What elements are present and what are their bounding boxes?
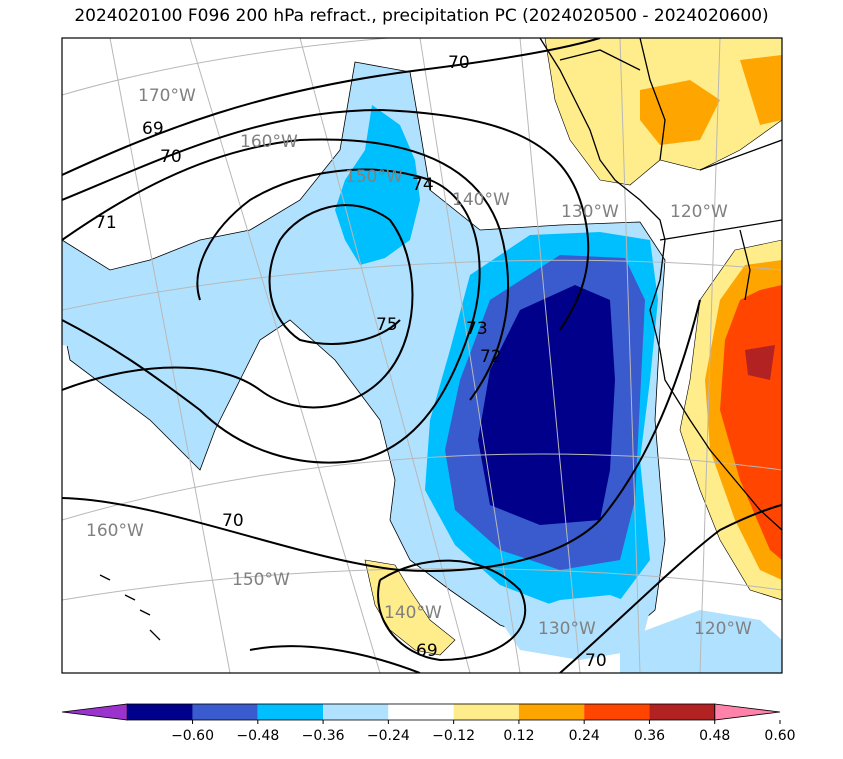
graticule (62, 38, 782, 673)
refractivity-contours (62, 38, 782, 673)
lon-label: 120°W (670, 202, 728, 222)
colorbar-tick-label: 0.36 (634, 728, 665, 744)
precip-negative-shading (62, 61, 782, 673)
lon-label: 140°W (452, 190, 510, 210)
contour-label: 72 (480, 347, 502, 367)
colorbar-tick-label: 0.48 (699, 728, 730, 744)
lon-label: 130°W (561, 202, 619, 222)
colorbar-swatch (584, 704, 650, 720)
contour-label: 69 (416, 641, 438, 661)
map-area (62, 38, 782, 673)
contour-label: 71 (95, 213, 117, 233)
map-title: 2024020100 F096 200 hPa refract., precip… (74, 6, 769, 26)
contour-label: 69 (142, 119, 164, 139)
colorbar-tick-label: −0.24 (367, 728, 410, 744)
map-frame (61, 37, 783, 674)
lon-label: 120°W (694, 619, 752, 639)
longitude-labels: 170°W 160°W 150°W 140°W 130°W 120°W 160°… (86, 86, 752, 639)
colorbar-extend-high (714, 703, 781, 721)
contour-label: 75 (376, 315, 398, 335)
colorbar-tick-label: 0.60 (764, 728, 795, 744)
colorbar-frame (126, 703, 716, 721)
colorbar-swatch (649, 704, 715, 720)
lon-label: 140°W (384, 603, 442, 623)
colorbar-swatch (323, 704, 389, 720)
contour-labels: 70 69 70 71 74 75 73 72 70 69 70 (95, 53, 607, 671)
colorbar-tick-label: 0.12 (503, 728, 534, 744)
lon-label: 150°W (232, 570, 290, 590)
colorbar-tick-label: 0.24 (569, 728, 600, 744)
coastlines (99, 38, 782, 641)
colorbar-swatch (127, 704, 193, 720)
contour-label: 73 (466, 319, 488, 339)
contour-label: 74 (412, 175, 434, 195)
precip-positive-shading (364, 38, 782, 656)
colorbar: −0.60 −0.48 −0.36 −0.24 −0.12 0.12 0.24 0.36 0.4… (61, 703, 796, 744)
colorbar-swatch (518, 704, 585, 720)
contour-label: 70 (448, 53, 470, 73)
contour-label: 70 (585, 651, 607, 671)
contour-label: 70 (222, 511, 244, 531)
contour-label: 70 (160, 147, 182, 167)
colorbar-tick-label: −0.60 (171, 728, 214, 744)
lon-label: 130°W (538, 619, 596, 639)
lon-label: 170°W (138, 86, 196, 106)
colorbar-swatch (257, 704, 324, 720)
lon-label: 160°W (240, 132, 298, 152)
colorbar-tick-label: −0.12 (432, 728, 475, 744)
lon-label: 150°W (345, 167, 403, 187)
colorbar-tick-label: −0.48 (236, 728, 279, 744)
colorbar-extend-low (61, 703, 128, 721)
lon-label: 160°W (86, 521, 144, 541)
colorbar-tick-label: −0.36 (302, 728, 345, 744)
colorbar-swatch (192, 704, 258, 720)
colorbar-swatch (453, 704, 519, 720)
colorbar-swatch (388, 704, 454, 720)
